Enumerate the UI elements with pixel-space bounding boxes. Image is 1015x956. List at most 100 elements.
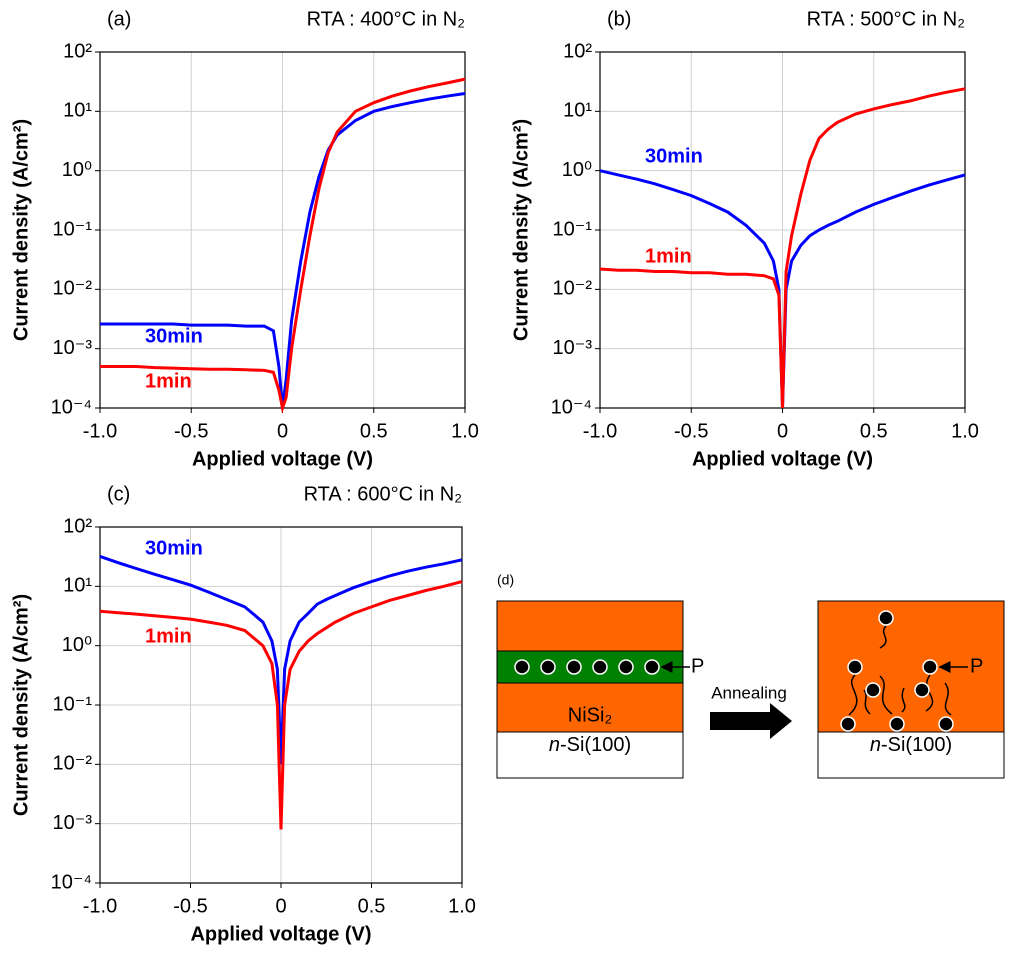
dopant [514, 659, 530, 675]
chart-title: RTA : 400°C in N₂ [307, 8, 465, 30]
x-tick-label: 0 [777, 420, 788, 442]
substrate [817, 731, 1005, 779]
y-axis-label: Current density (A/cm²) [510, 119, 532, 341]
substrate [496, 731, 684, 779]
dopants [840, 610, 954, 732]
dopant [592, 659, 608, 675]
series-label: 30min [145, 537, 203, 559]
x-tick-label: -0.5 [674, 420, 708, 442]
chart: -1.0 -0.5 0 0.5 1.0 10⁻⁴ 10⁻³ 10⁻² 10⁻¹ 10⁰ 10¹ 10²… [510, 8, 979, 470]
series-line [100, 77, 466, 414]
dopant [889, 716, 905, 732]
arrow [710, 703, 792, 739]
x-tick-label: -0.5 [174, 420, 208, 442]
dopant [922, 659, 938, 675]
x-tick-label: 0.5 [358, 895, 386, 917]
layer-label: NiSi₂ [568, 704, 612, 726]
substrate-label: n-Si(100) [549, 734, 631, 756]
diffusion-path [901, 687, 906, 713]
substrate-italic: n [870, 734, 881, 756]
diffusion-paths [848, 625, 952, 716]
dopant [847, 659, 863, 675]
panel-label: (d) [497, 572, 514, 588]
substrate-italic: n [549, 734, 560, 756]
y-tick-label: 10⁻⁴ [551, 396, 592, 418]
y-tick-label: 10⁻¹ [53, 218, 93, 240]
chart: -1.0 -0.5 0 0.5 1.0 10⁻⁴ 10⁻³ 10⁻² 10⁻¹ 10⁰ 10¹ 10²… [10, 483, 476, 945]
x-tick-label: 0.5 [860, 420, 888, 442]
chart: -1.0 -0.5 0 0.5 1.0 10⁻⁴ 10⁻³ 10⁻² 10⁻¹ 10⁰ 10¹ 10²… [10, 8, 479, 470]
dopant [618, 659, 634, 675]
y-tick-label: 10⁻² [53, 753, 93, 775]
y-tick-label: 10⁰ [562, 159, 592, 181]
x-tick-label: -1.0 [583, 420, 617, 442]
y-tick-label: 10⁰ [62, 159, 92, 181]
series-label: 30min [645, 145, 703, 167]
y-tick-label: 10⁻³ [53, 337, 93, 359]
series-line [99, 580, 463, 830]
substrate-text: -Si(100) [881, 734, 952, 756]
chart-title: RTA : 500°C in N₂ [807, 8, 965, 30]
y-tick-label: 10¹ [563, 100, 592, 122]
x-axis-label: Applied voltage (V) [190, 923, 371, 945]
y-tick-label: 10⁻³ [53, 812, 93, 834]
x-tick-label: -1.0 [83, 895, 117, 917]
dopant-label: P [691, 655, 704, 677]
x-tick-label: 0 [277, 420, 288, 442]
y-tick-label: 10¹ [63, 100, 92, 122]
y-tick-label: 10⁻¹ [53, 693, 93, 715]
y-tick-label: 10² [63, 515, 92, 537]
x-tick-label: 1.0 [448, 895, 476, 917]
x-tick-label: 0 [275, 895, 286, 917]
dopant [540, 659, 556, 675]
y-axis-label: Current density (A/cm²) [10, 119, 32, 341]
y-axis-label: Current density (A/cm²) [10, 594, 32, 816]
arrow-label: Annealing [711, 683, 787, 702]
diffusion-path [848, 674, 858, 716]
x-tick-label: -0.5 [173, 895, 207, 917]
chart-title: RTA : 600°C in N₂ [304, 483, 462, 505]
y-tick-label: 10⁰ [62, 634, 92, 656]
dopant [865, 682, 881, 698]
diffusion-path [944, 682, 952, 716]
series-line [99, 554, 463, 765]
x-axis-label: Applied voltage (V) [192, 448, 373, 470]
y-tick-label: 10⁻¹ [553, 218, 593, 240]
plot-frame [99, 526, 463, 884]
y-tick-label: 10⁻³ [553, 337, 593, 359]
y-tick-label: 10⁻⁴ [51, 871, 92, 893]
y-tick-label: 10⁻⁴ [51, 396, 92, 418]
x-tick-label: 1.0 [451, 420, 479, 442]
series-label: 1min [145, 625, 192, 647]
dopant [878, 610, 894, 626]
substrate-text: -Si(100) [560, 734, 631, 756]
y-tick-label: 10² [563, 40, 592, 62]
dopant [644, 659, 660, 675]
y-tick-label: 10⁻² [553, 278, 593, 300]
dopant [914, 682, 930, 698]
y-tick-label: 10⁻² [53, 278, 93, 300]
dopant-row [514, 659, 660, 675]
diffusion-path [863, 689, 871, 715]
series-label: 1min [145, 370, 192, 392]
series-label: 1min [645, 245, 692, 267]
dopant-label: P [970, 655, 983, 677]
y-tick-label: 10¹ [63, 575, 92, 597]
x-axis-label: Applied voltage (V) [692, 448, 873, 470]
panel-label: (c) [107, 483, 130, 505]
dopant [566, 659, 582, 675]
series-line [599, 87, 966, 409]
dopant [840, 716, 856, 732]
panel-label: (b) [607, 8, 631, 30]
diffusion-path [925, 674, 934, 712]
series-label: 30min [145, 325, 203, 347]
x-tick-label: -1.0 [83, 420, 117, 442]
panel-label: (a) [107, 8, 131, 30]
dopant [938, 716, 954, 732]
substrate-label: n-Si(100) [870, 734, 952, 756]
x-tick-label: 0.5 [360, 420, 388, 442]
diagram: (d) P NiSi₂ n-Si(100) Annealing [496, 572, 1005, 779]
diffusion-path [879, 675, 893, 715]
series-line [100, 92, 466, 409]
